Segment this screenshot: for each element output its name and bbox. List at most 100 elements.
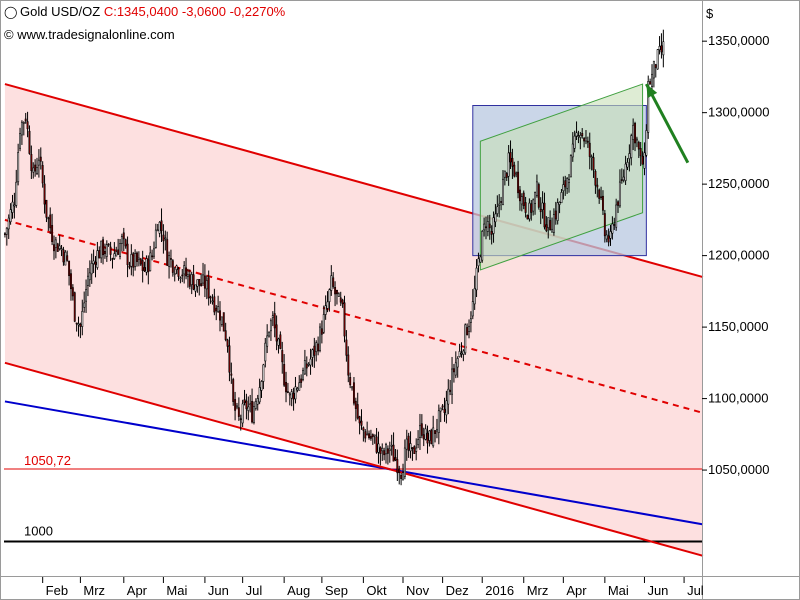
candle-body: [166, 239, 169, 266]
candle-body: [136, 252, 138, 262]
candle-body: [319, 326, 321, 351]
candle-body: [479, 256, 482, 263]
chart-title: ◯ Gold USD/OZ C:1345,0400 -3,0600 -0,2270…: [4, 4, 285, 19]
candle-body: [660, 45, 663, 53]
trend-arrow: [645, 83, 690, 164]
candle-body: [283, 364, 286, 386]
candle-body: [15, 181, 18, 206]
candle-body: [513, 164, 516, 177]
candle-body: [583, 138, 586, 142]
candle-body: [196, 279, 199, 287]
candle-body: [543, 202, 546, 228]
candle-body: [62, 249, 65, 263]
channel-fill: [4, 84, 703, 556]
candle-body: [185, 267, 188, 277]
candle-body: [160, 220, 163, 232]
candle-body: [586, 140, 589, 143]
candle-body: [273, 313, 276, 329]
y-tick-label: 1300,0000: [708, 105, 769, 120]
candle-body: [311, 349, 314, 358]
candle-body: [386, 448, 389, 454]
candle-body: [143, 267, 146, 272]
candle-body: [598, 189, 601, 199]
candle-body: [596, 184, 599, 188]
candle-body: [654, 64, 657, 68]
candle-body: [635, 138, 638, 141]
candle-body: [34, 164, 37, 172]
candle-body: [3, 233, 6, 235]
candle-body: [234, 399, 237, 411]
candle-body: [324, 305, 327, 315]
candle-body: [337, 293, 340, 297]
candle-body: [639, 148, 642, 157]
candle-body: [236, 405, 238, 408]
candle-body: [603, 213, 606, 237]
candle-body: [149, 252, 152, 272]
candle-body: [379, 447, 382, 454]
candle-body: [611, 223, 614, 234]
candle-body: [158, 221, 161, 234]
candle-body: [530, 203, 533, 213]
candle-body: [90, 262, 93, 275]
candle-body: [134, 253, 137, 267]
candle-body: [241, 403, 244, 424]
candle-body: [156, 229, 159, 232]
candle-body: [528, 202, 531, 220]
candle-body: [45, 199, 48, 218]
candle-body: [266, 335, 269, 347]
candle-body: [315, 342, 318, 353]
candle-body: [432, 427, 435, 447]
candle-body: [75, 322, 78, 325]
candle-body: [345, 339, 348, 356]
candle-body: [545, 224, 548, 232]
candle-body: [83, 302, 86, 308]
candle-body: [249, 403, 252, 406]
candle-body: [564, 180, 567, 188]
x-tick-label: Mai: [608, 583, 629, 598]
candle-body: [113, 253, 116, 259]
candle-body: [524, 202, 527, 213]
candle-body: [262, 364, 265, 382]
candle-body: [252, 406, 255, 423]
candle-body: [260, 381, 263, 391]
candle-body: [366, 433, 369, 436]
x-tick-label: Okt: [366, 583, 387, 598]
candle-body: [600, 196, 603, 199]
candle-body: [56, 243, 59, 252]
candle-body: [202, 274, 204, 284]
candle-body: [575, 132, 578, 137]
candle-body: [122, 232, 125, 240]
small-channel: [479, 83, 644, 271]
candle-body: [186, 274, 189, 277]
candle-body: [466, 327, 469, 336]
candle-body: [552, 214, 555, 233]
candle-body: [362, 427, 365, 431]
candle-body: [96, 250, 99, 268]
candle-body: [41, 165, 44, 184]
candle-body: [64, 251, 67, 266]
y-tick-label: 1350,0000: [708, 33, 769, 48]
candle-body: [77, 323, 80, 326]
candle-body: [588, 142, 591, 157]
candle-body: [296, 388, 299, 391]
candle-body: [662, 41, 665, 56]
candle-body: [17, 152, 20, 183]
candle-body: [558, 201, 561, 205]
candle-body: [339, 297, 342, 303]
candle-body: [643, 152, 646, 169]
candle-body: [618, 181, 621, 207]
x-tick-label: Jul: [687, 583, 704, 598]
candle-body: [243, 399, 246, 404]
candle-body: [192, 274, 195, 290]
x-tick-label: Mrz: [83, 583, 105, 598]
candle-body: [615, 204, 618, 228]
candle-body: [490, 230, 493, 235]
candle-body: [228, 345, 231, 373]
candle-body: [36, 167, 38, 174]
candle-body: [126, 243, 129, 266]
candle-body: [290, 391, 293, 399]
candle-body: [81, 311, 84, 327]
x-tick-label: Jul: [246, 583, 263, 598]
candle-body: [390, 444, 393, 447]
